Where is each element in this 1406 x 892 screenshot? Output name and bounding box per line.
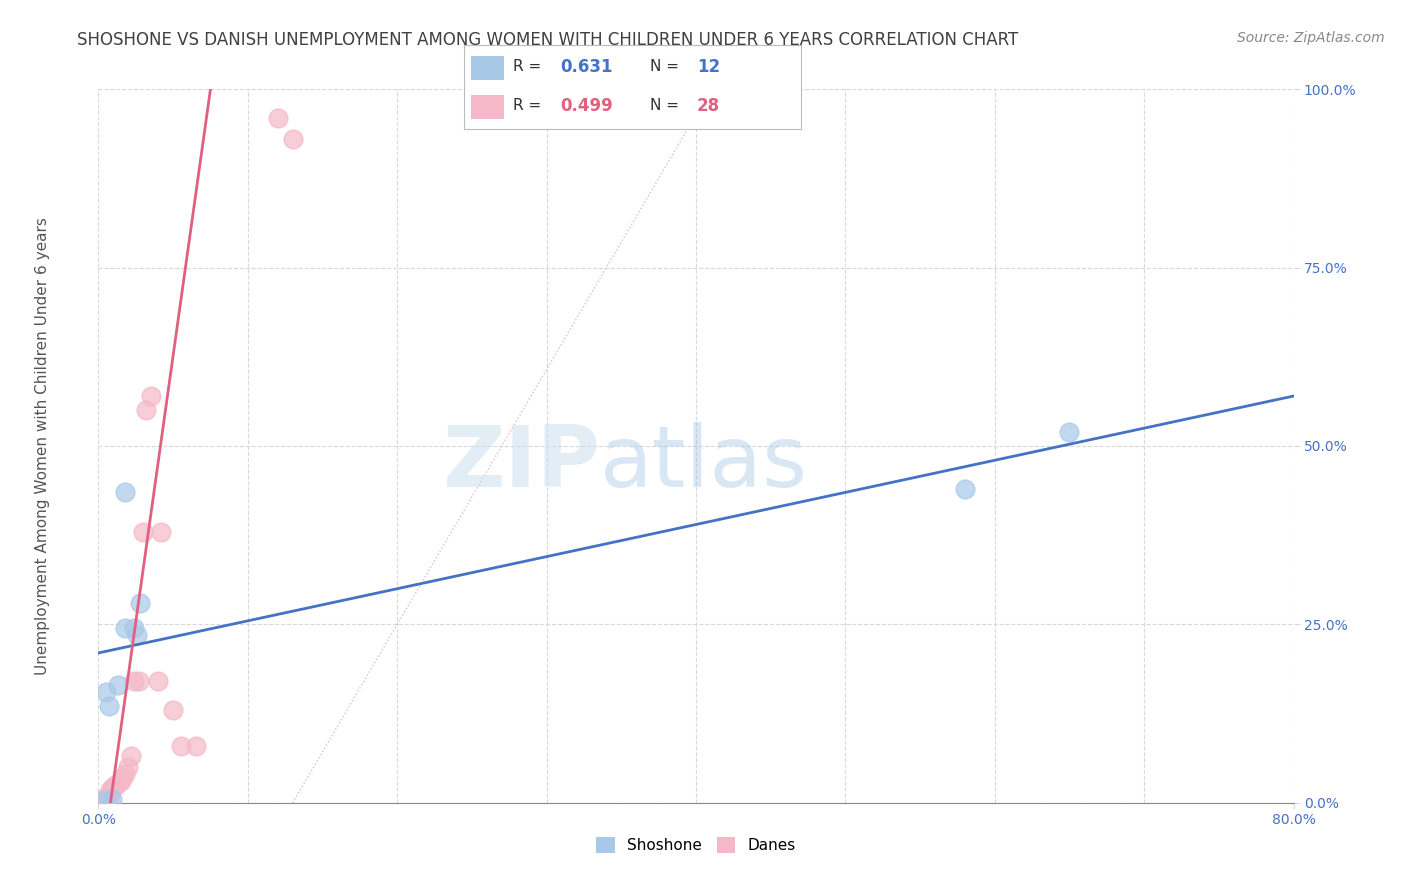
Point	[162, 703, 184, 717]
Point	[103, 780, 125, 794]
Point	[267, 111, 290, 125]
Point	[132, 524, 155, 539]
Text: Source: ZipAtlas.com: Source: ZipAtlas.com	[1237, 31, 1385, 45]
FancyBboxPatch shape	[471, 95, 505, 120]
Point	[129, 596, 152, 610]
Text: 12: 12	[697, 58, 720, 76]
Point	[107, 776, 129, 790]
Point	[124, 621, 146, 635]
Point	[114, 485, 136, 500]
Point	[91, 794, 114, 808]
Point	[128, 674, 150, 689]
Point	[96, 790, 118, 805]
Point	[101, 781, 124, 796]
Point	[97, 789, 120, 803]
Point	[1059, 425, 1081, 439]
Point	[150, 524, 173, 539]
Point	[105, 778, 128, 792]
Text: N =: N =	[650, 59, 683, 74]
Point	[124, 674, 146, 689]
Point	[281, 132, 304, 146]
Point	[953, 482, 976, 496]
Point	[98, 783, 122, 797]
Text: SHOSHONE VS DANISH UNEMPLOYMENT AMONG WOMEN WITH CHILDREN UNDER 6 YEARS CORRELAT: SHOSHONE VS DANISH UNEMPLOYMENT AMONG WO…	[77, 31, 1018, 49]
Point	[94, 685, 117, 699]
Point	[139, 389, 162, 403]
Text: 0.499: 0.499	[560, 96, 613, 114]
Point	[127, 628, 149, 642]
Point	[91, 792, 114, 806]
Point	[114, 621, 136, 635]
Point	[94, 792, 117, 806]
Text: Unemployment Among Women with Children Under 6 years: Unemployment Among Women with Children U…	[35, 217, 49, 675]
Legend: Shoshone, Danes: Shoshone, Danes	[591, 831, 801, 859]
Text: ZIP: ZIP	[443, 422, 600, 506]
Point	[120, 749, 142, 764]
Point	[117, 760, 139, 774]
Point	[114, 767, 136, 781]
Point	[93, 792, 115, 806]
Point	[169, 739, 191, 753]
Text: 28: 28	[697, 96, 720, 114]
Text: atlas: atlas	[600, 422, 808, 506]
Text: N =: N =	[650, 98, 683, 113]
Text: 0.631: 0.631	[560, 58, 613, 76]
FancyBboxPatch shape	[471, 56, 505, 80]
Point	[110, 774, 132, 789]
Point	[97, 699, 120, 714]
Text: R =: R =	[513, 98, 546, 113]
Point	[184, 739, 207, 753]
Point	[101, 792, 124, 806]
Point	[96, 792, 118, 806]
Point	[148, 674, 170, 689]
Point	[111, 771, 134, 785]
Point	[107, 678, 129, 692]
Text: R =: R =	[513, 59, 546, 74]
Point	[135, 403, 157, 417]
